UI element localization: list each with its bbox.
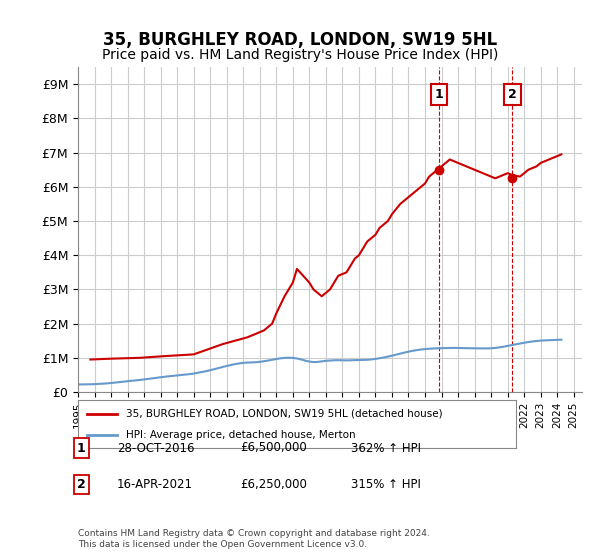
Text: 1: 1 bbox=[434, 88, 443, 101]
Text: 28-OCT-2016: 28-OCT-2016 bbox=[117, 441, 194, 455]
Text: 315% ↑ HPI: 315% ↑ HPI bbox=[351, 478, 421, 491]
Text: 362% ↑ HPI: 362% ↑ HPI bbox=[351, 441, 421, 455]
Text: 1: 1 bbox=[77, 441, 85, 455]
Text: £6,500,000: £6,500,000 bbox=[240, 441, 307, 455]
Text: Price paid vs. HM Land Registry's House Price Index (HPI): Price paid vs. HM Land Registry's House … bbox=[102, 48, 498, 62]
Text: £6,250,000: £6,250,000 bbox=[240, 478, 307, 491]
Text: 2: 2 bbox=[508, 88, 517, 101]
Text: 2: 2 bbox=[77, 478, 85, 491]
Text: 35, BURGHLEY ROAD, LONDON, SW19 5HL (detached house): 35, BURGHLEY ROAD, LONDON, SW19 5HL (det… bbox=[126, 409, 443, 419]
Text: Contains HM Land Registry data © Crown copyright and database right 2024.
This d: Contains HM Land Registry data © Crown c… bbox=[78, 529, 430, 549]
Text: 16-APR-2021: 16-APR-2021 bbox=[117, 478, 193, 491]
Text: HPI: Average price, detached house, Merton: HPI: Average price, detached house, Mert… bbox=[126, 430, 356, 440]
Text: 35, BURGHLEY ROAD, LONDON, SW19 5HL: 35, BURGHLEY ROAD, LONDON, SW19 5HL bbox=[103, 31, 497, 49]
